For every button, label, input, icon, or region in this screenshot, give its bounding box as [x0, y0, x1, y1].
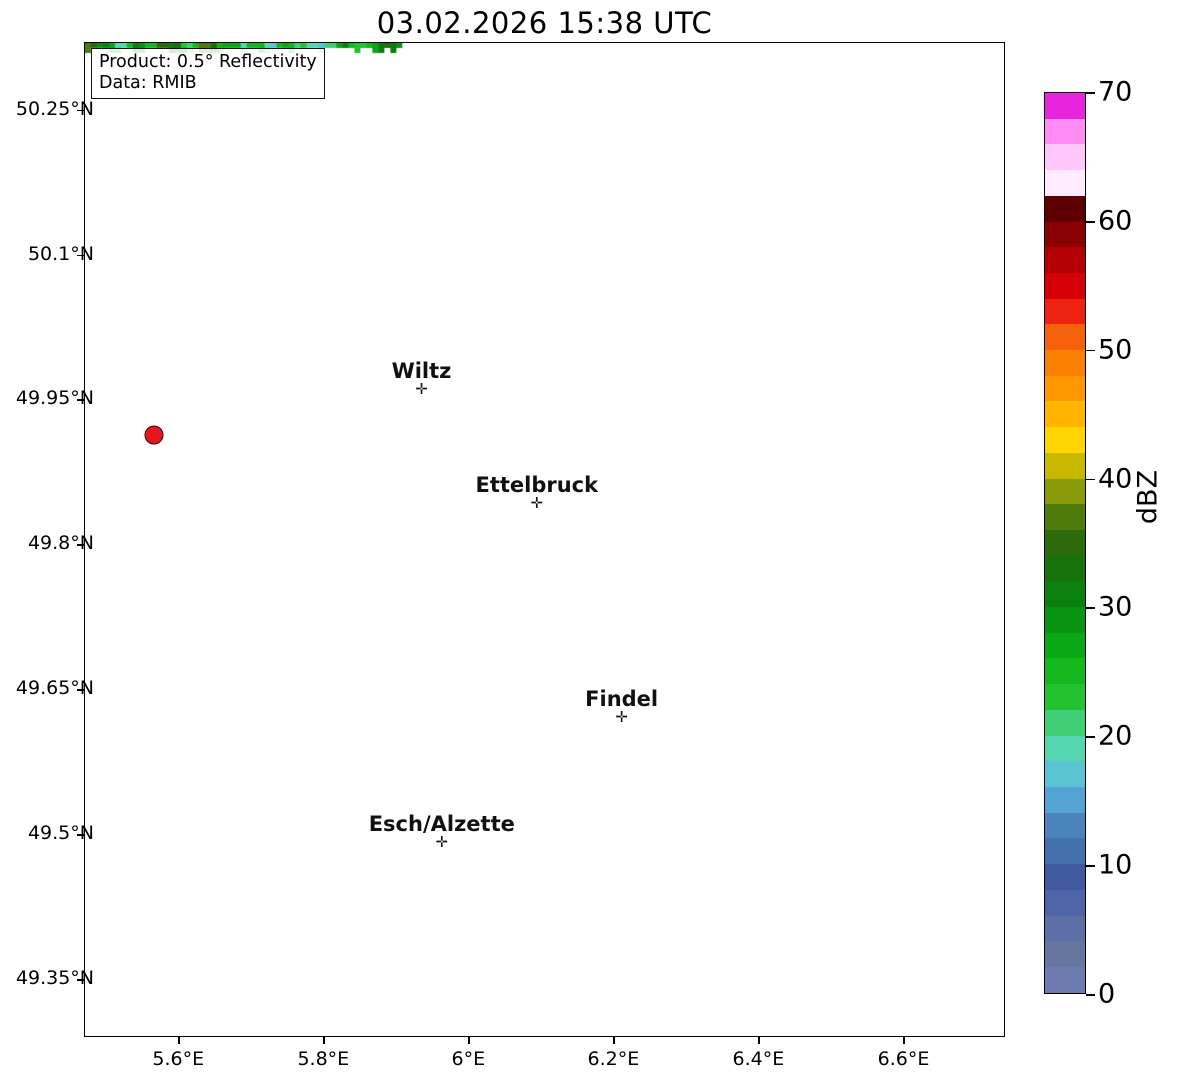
colorbar-band [1045, 555, 1085, 582]
lat-tick-label: 49.5°N [27, 822, 94, 845]
colorbar-band [1045, 93, 1085, 119]
lon-tick-label: 6°E [451, 1048, 486, 1070]
lon-tick-mark [613, 1037, 615, 1044]
colorbar-band [1045, 118, 1085, 145]
colorbar-band [1045, 838, 1085, 865]
lon-tick-mark [323, 1037, 325, 1044]
colorbar-tick-mark [1086, 478, 1095, 481]
colorbar-band [1045, 272, 1085, 299]
colorbar-tick-mark [1086, 865, 1095, 867]
colorbar-band [1045, 581, 1085, 608]
colorbar-band [1045, 915, 1085, 942]
colorbar-tick-mark [1086, 994, 1095, 996]
colorbar-band [1045, 350, 1085, 376]
colorbar-band [1045, 966, 1085, 993]
radar-site-marker [144, 425, 164, 445]
colorbar-tick-mark [1086, 607, 1095, 610]
colorbar-band [1045, 170, 1085, 196]
city-name: Wiltz [391, 359, 452, 383]
lon-tick-mark [178, 1037, 180, 1044]
colorbar-band [1045, 786, 1085, 813]
lat-tick-mark [77, 399, 84, 402]
lon-tick-mark [903, 1037, 906, 1044]
colorbar-title: dBZ [1132, 469, 1164, 525]
colorbar-tick-mark [1086, 92, 1095, 94]
colorbar-band [1045, 427, 1085, 453]
colorbar-band [1045, 452, 1085, 479]
data-source-line: Data: RMIB [99, 73, 197, 93]
colorbar-tick-label: 70 [1098, 76, 1133, 108]
city-marker-icon: ✛ [615, 708, 628, 727]
colorbar-band [1045, 195, 1085, 222]
city-marker-icon: ✛ [435, 833, 449, 852]
colorbar-tick-label: 10 [1098, 849, 1133, 881]
colorbar [1044, 92, 1086, 994]
radar-map-panel[interactable]: Product: 0.5° Reflectivity Data: RMIB Wi… [84, 42, 1005, 1037]
lon-tick-label: 5.8°E [297, 1048, 350, 1070]
colorbar-band [1045, 889, 1085, 916]
lat-tick-mark [77, 109, 84, 112]
lat-tick-mark [77, 544, 84, 546]
city-label-ettelbruck: Ettelbruck ✛ [475, 472, 599, 512]
colorbar-tick-mark [1086, 736, 1095, 738]
city-name: Esch/Alzette [368, 812, 515, 837]
colorbar-tick-mark [1086, 220, 1095, 223]
colorbar-band [1045, 761, 1085, 787]
city-label-wiltz: Wiltz ✛ [391, 359, 452, 398]
colorbar-band [1045, 221, 1085, 248]
lat-tick-label: 50.25°N [15, 97, 94, 120]
lon-tick-label: 5.6°E [152, 1048, 205, 1070]
lat-tick-label: 49.65°N [15, 677, 94, 700]
product-info-box: Product: 0.5° Reflectivity Data: RMIB [91, 48, 325, 99]
lon-tick-mark [468, 1037, 470, 1044]
lon-tick-mark [758, 1037, 761, 1044]
colorbar-band [1045, 298, 1085, 325]
city-name: Ettelbruck [475, 472, 599, 497]
colorbar-band [1045, 504, 1085, 530]
colorbar-tick-mark [1086, 349, 1095, 352]
product-line: Product: 0.5° Reflectivity [99, 52, 317, 72]
radar-reflectivity-image [85, 43, 1004, 1036]
colorbar-tick-label: 50 [1098, 334, 1133, 366]
colorbar-band [1045, 709, 1085, 736]
page-title: 03.02.2026 15:38 UTC [376, 6, 713, 40]
colorbar-tick-label: 30 [1098, 591, 1133, 623]
colorbar-band [1045, 607, 1085, 633]
lon-tick-label: 6.4°E [732, 1048, 785, 1070]
colorbar-band [1045, 375, 1085, 402]
city-marker-icon: ✛ [530, 493, 544, 512]
colorbar-band [1045, 632, 1085, 659]
lon-tick-label: 6.6°E [877, 1048, 930, 1070]
colorbar-band [1045, 247, 1085, 273]
colorbar-band [1045, 941, 1085, 967]
colorbar-band [1045, 684, 1085, 710]
lat-tick-mark [77, 254, 84, 257]
colorbar-band [1045, 144, 1085, 171]
city-label-findel: Findel ✛ [585, 687, 659, 727]
colorbar-tick-label: 20 [1098, 720, 1133, 752]
lat-tick-mark [77, 979, 84, 981]
lon-tick-label: 6.2°E [587, 1048, 640, 1070]
colorbar-band [1045, 735, 1085, 762]
lat-tick-label: 50.1°N [27, 242, 94, 265]
colorbar-band [1045, 324, 1085, 351]
colorbar-tick-label: 0 [1098, 978, 1116, 1010]
lat-tick-mark [77, 689, 84, 691]
colorbar-band [1045, 401, 1085, 428]
colorbar-tick-label: 40 [1098, 463, 1133, 495]
colorbar-band [1045, 812, 1085, 839]
colorbar-band [1045, 529, 1085, 556]
lat-tick-label: 49.95°N [15, 387, 94, 410]
lat-tick-label: 49.35°N [15, 967, 94, 990]
city-name: Findel [585, 687, 659, 712]
map-overlay [85, 43, 1004, 1036]
colorbar-band [1045, 658, 1085, 685]
lat-tick-mark [77, 834, 84, 836]
colorbar-band [1045, 864, 1085, 890]
city-marker-icon: ✛ [415, 380, 428, 398]
city-label-esch-alzette: Esch/Alzette ✛ [368, 812, 515, 852]
colorbar-band [1045, 478, 1085, 505]
lat-tick-label: 49.8°N [27, 532, 94, 555]
colorbar-tick-label: 60 [1098, 205, 1133, 237]
